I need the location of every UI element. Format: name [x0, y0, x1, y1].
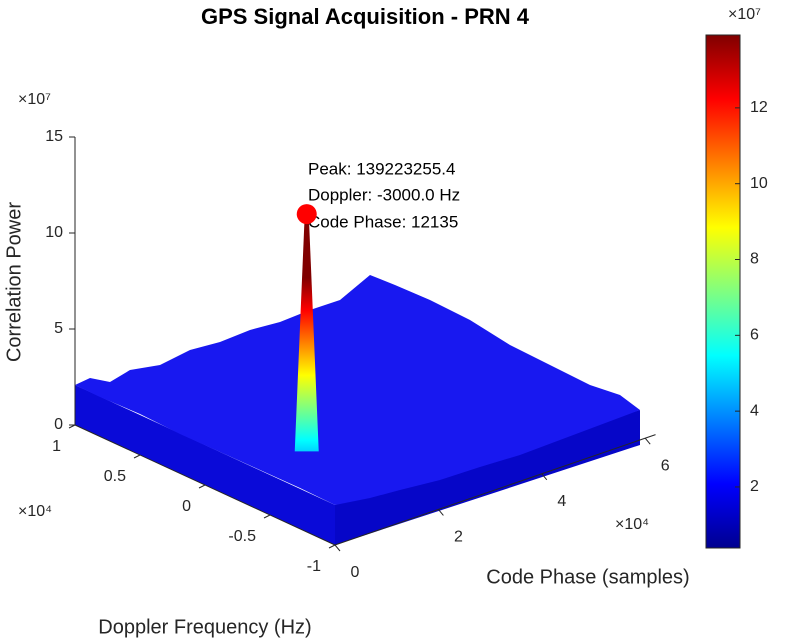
annotation: Doppler: -3000.0 Hz: [308, 185, 460, 204]
x-tick: [541, 473, 548, 481]
colorbar: [705, 34, 741, 549]
surface-left-face: [75, 385, 335, 545]
x-tick: [644, 437, 651, 445]
colorbar-tick-label: 4: [750, 402, 759, 419]
x-tick-label: 0: [351, 564, 360, 581]
peak-spike: [294, 214, 319, 452]
colorbar-tick-label: 2: [750, 478, 759, 495]
x-exponent: ×10⁴: [615, 516, 649, 533]
y-tick-label: 1: [52, 438, 61, 455]
y-tick: [328, 544, 336, 549]
z-exponent: ×10⁷: [18, 91, 51, 108]
y-tick-label: 0.5: [104, 468, 126, 485]
y-tick-label: -1: [307, 558, 321, 575]
y-tick: [198, 484, 206, 489]
annotation: Peak: 139223255.4: [308, 159, 455, 178]
annotation: Code Phase: 12135: [308, 212, 458, 231]
z-tick-label: 0: [54, 416, 63, 433]
colorbar-tick-label: 12: [750, 99, 768, 116]
colorbar-tick-label: 10: [750, 175, 768, 192]
z-tick-label: 5: [54, 320, 63, 337]
surface-right-face: [335, 410, 640, 545]
colorbar-tick-label: 8: [750, 251, 759, 268]
surface-top: [75, 275, 640, 505]
x-tick-label: 6: [661, 457, 670, 474]
x-axis-line: [334, 434, 656, 546]
z-tick-label: 10: [45, 224, 63, 241]
x-tick: [438, 509, 444, 516]
chart-title: GPS Signal Acquisition - PRN 4: [201, 4, 530, 29]
colorbar-exponent: ×10⁷: [728, 6, 761, 23]
z-tick-label: 15: [45, 128, 63, 145]
x-tick-label: 4: [557, 493, 566, 510]
x-tick-label: 2: [454, 529, 463, 546]
peak-marker: [296, 204, 317, 225]
x-tick: [334, 544, 341, 552]
y-tick: [263, 514, 271, 519]
y-tick-label: 0: [182, 498, 191, 515]
colorbar-tick-label: 6: [750, 327, 759, 344]
y-axis-label: Doppler Frequency (Hz): [98, 616, 311, 638]
y-tick: [133, 454, 141, 459]
y-tick-label: -0.5: [228, 528, 256, 545]
y-exponent: ×10⁴: [18, 503, 52, 520]
z-axis-label: Correlation Power: [3, 202, 25, 362]
x-axis-label: Code Phase (samples): [486, 566, 689, 588]
